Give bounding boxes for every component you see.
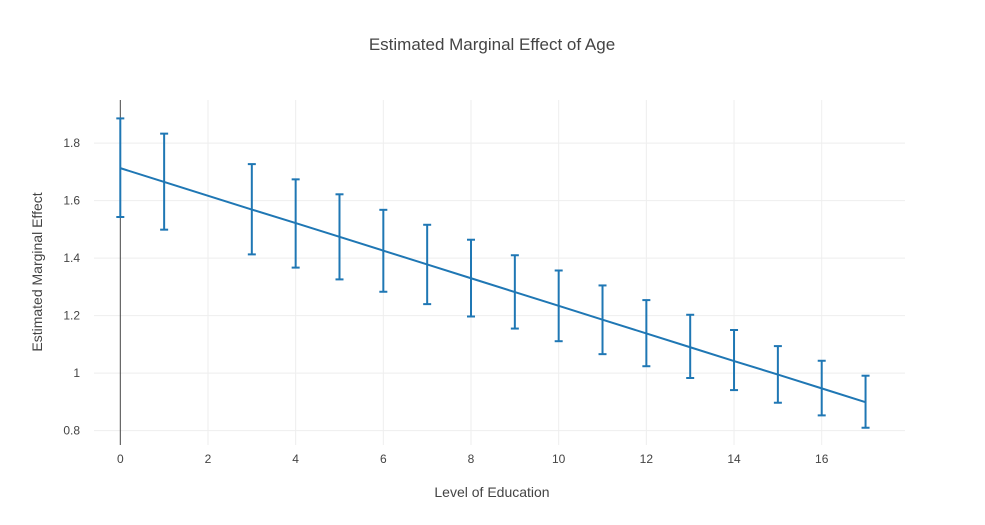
error-bar [773,345,782,404]
y-tick-label: 0.8 [63,424,80,438]
error-bar [554,269,563,343]
x-tick-label: 4 [292,452,299,466]
chart-title: Estimated Marginal Effect of Age [369,35,615,54]
error-bar [510,254,519,330]
error-bar [379,208,388,293]
x-tick-label: 8 [468,452,475,466]
data-layer [116,117,870,429]
error-bar [116,117,125,219]
error-bar [335,193,344,281]
series-line [120,167,866,404]
x-tick-label: 0 [117,452,124,466]
y-tick-label: 1.8 [63,136,80,150]
error-bar [247,163,256,256]
y-tick-label: 1 [73,366,80,380]
x-tick-label: 14 [727,452,741,466]
error-bar [598,284,607,356]
error-bar [642,299,651,368]
error-bar [686,313,695,380]
error-bar [467,238,476,318]
x-tick-label: 16 [815,452,829,466]
x-tick-label: 2 [205,452,212,466]
y-tick-label: 1.2 [63,309,80,323]
x-tick-label: 10 [552,452,566,466]
error-bar [861,374,870,429]
y-axis-title: Estimated Marginal Effect [29,192,45,351]
grid-layer [94,100,905,445]
x-tick-label: 6 [380,452,387,466]
error-bar [817,359,826,417]
tick-layer: 0 2 4 6 8 10 12 14 16 0.8 1 1.2 1.4 1.6 1.8 [63,136,828,466]
error-bar [423,223,432,306]
error-bar [291,178,300,269]
error-bar [730,329,739,392]
x-tick-label: 12 [640,452,654,466]
x-axis-title: Level of Education [434,484,549,500]
y-tick-label: 1.4 [63,251,80,265]
error-bar [160,132,169,231]
y-tick-label: 1.6 [63,194,80,208]
